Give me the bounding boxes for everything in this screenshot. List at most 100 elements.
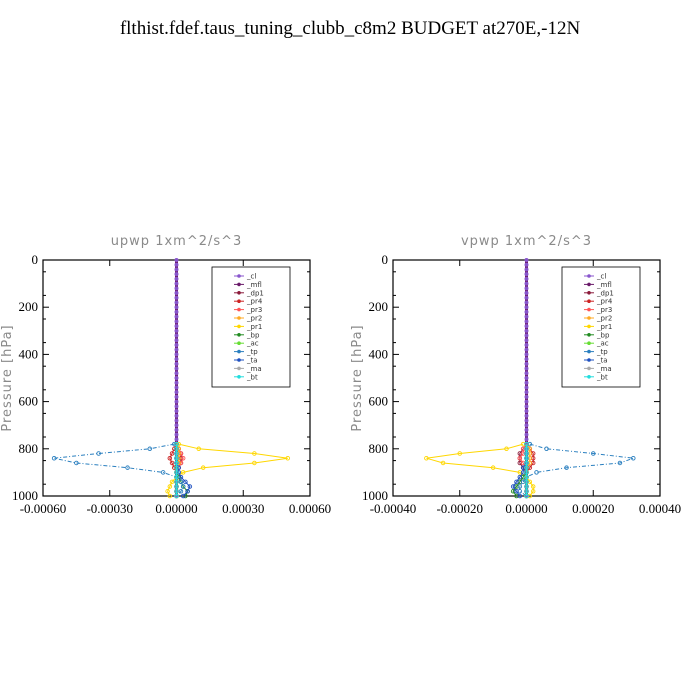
series-point-pr1: [504, 446, 509, 452]
series-point-bt: [524, 474, 529, 480]
legend-label: _tp: [246, 348, 258, 356]
legend-label: _mfl: [246, 281, 262, 289]
series-point-bt: [524, 470, 529, 475]
series-point-pr1: [530, 489, 536, 494]
series-point-pr1: [165, 489, 170, 494]
series-point-bt: [174, 470, 179, 475]
zero-profile-point: [524, 342, 529, 347]
zero-profile-point: [524, 376, 529, 380]
legend-marker: [587, 299, 591, 304]
y-tick-label: 800: [369, 441, 389, 456]
x-tick-label: 0.00060: [289, 501, 331, 516]
zero-profile-point: [174, 404, 179, 409]
legend-label: _pr1: [246, 323, 262, 331]
zero-profile-point: [174, 437, 179, 442]
legend-label: _mfl: [596, 281, 612, 289]
series-point-bt: [174, 460, 179, 466]
zero-profile-point: [524, 385, 529, 390]
legend-label: _ma: [246, 365, 262, 373]
x-tick-label: -0.00020: [436, 501, 483, 516]
legend-label: _pr2: [246, 315, 262, 323]
x-tick-label: -0.00040: [370, 501, 417, 516]
series-point-bt: [524, 479, 529, 485]
x-tick-label: 0.00040: [639, 501, 681, 516]
series-point-tp: [51, 455, 57, 461]
legend-marker: [587, 375, 591, 379]
legend-marker: [587, 307, 591, 312]
legend-marker: [587, 316, 591, 320]
series-point-pr1: [530, 484, 536, 489]
legend-label: _ma: [596, 365, 612, 373]
series-point-tp: [178, 489, 184, 494]
panel-title: vpwp 1xm^2/s^3: [461, 234, 592, 249]
series-point-bt: [174, 489, 179, 494]
zero-profile-point: [524, 361, 529, 366]
zero-profile-point: [174, 258, 179, 262]
series-point-tp: [180, 484, 186, 489]
zero-profile-point: [174, 338, 179, 343]
zero-profile-point: [524, 366, 529, 371]
zero-profile-point: [174, 413, 179, 418]
zero-profile-point: [174, 314, 179, 319]
zero-profile-point: [174, 357, 179, 362]
series-point-pr1: [424, 455, 429, 461]
zero-profile-point: [174, 399, 179, 404]
zero-profile-point: [524, 418, 529, 423]
x-tick-label: 0.00030: [222, 501, 264, 516]
legend-marker: [237, 307, 241, 312]
zero-profile-point: [174, 286, 179, 291]
zero-profile-point: [174, 342, 179, 347]
zero-profile-point: [524, 309, 529, 314]
legend-label: _pr1: [596, 323, 612, 331]
y-tick-label: 600: [19, 394, 39, 409]
legend-marker: [237, 349, 241, 354]
series-line-pr1: [167, 443, 288, 497]
series-point-tp: [125, 465, 130, 470]
zero-profile-point: [174, 390, 179, 395]
legend-label: _ta: [596, 357, 608, 365]
legend: _cl_mfl_dp1_pr4_pr3_pr2_pr1_bp_ac_tp_ta_…: [211, 266, 291, 388]
series-line-tp: [519, 443, 634, 497]
series-point-pr3: [517, 455, 523, 461]
zero-profile-point: [524, 300, 529, 305]
legend-box: [561, 266, 641, 388]
zero-profile-point: [174, 427, 179, 432]
zero-profile-point: [524, 432, 529, 437]
zero-profile-point: [524, 399, 529, 404]
legend-marker: [587, 324, 591, 329]
series-point-tp: [544, 446, 549, 452]
y-tick-label: 1000: [362, 488, 388, 503]
zero-profile-point: [524, 394, 529, 399]
series-point-ta: [514, 479, 519, 485]
zero-profile-point: [524, 413, 529, 418]
series-point-pr4: [169, 451, 175, 456]
series-point-pr3: [180, 455, 186, 461]
legend-label: _dp1: [596, 289, 614, 297]
series-line-tp: [53, 443, 184, 497]
legend-label: _cl: [596, 273, 606, 281]
series-point-bt: [174, 455, 179, 461]
series-point-bt: [174, 484, 179, 489]
series-point-tp: [74, 460, 79, 466]
series-point-tp: [534, 470, 539, 475]
x-tick-label: 0.00000: [505, 501, 547, 516]
series-point-pr1: [169, 479, 175, 485]
x-tick-label: 0.00000: [155, 501, 197, 516]
zero-profile-point: [174, 324, 179, 329]
series-point-bt: [174, 446, 179, 452]
legend-marker: [237, 282, 241, 287]
legend-label: _tp: [596, 348, 608, 356]
zero-profile-point: [174, 305, 179, 310]
zero-profile-point: [174, 347, 179, 352]
legend-marker: [237, 375, 241, 379]
series-point-ta: [514, 489, 519, 494]
legend-label: _bp: [596, 331, 610, 339]
legend-label: _bt: [596, 373, 608, 381]
series-point-pr1: [285, 455, 291, 461]
series-point-tp: [517, 484, 523, 489]
y-tick-label: 0: [382, 252, 389, 267]
legend-marker: [587, 274, 591, 278]
series-point-tp: [160, 470, 166, 475]
legend: _cl_mfl_dp1_pr4_pr3_pr2_pr1_bp_ac_tp_ta_…: [561, 266, 641, 388]
